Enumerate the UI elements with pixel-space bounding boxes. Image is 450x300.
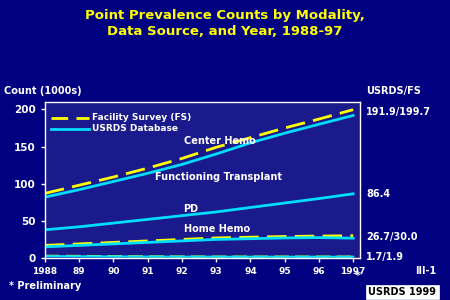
Text: *: * [355,272,361,281]
Text: USRDS/FS: USRDS/FS [366,86,421,96]
Text: 191.9/199.7: 191.9/199.7 [366,107,431,117]
Text: 26.7/30.0: 26.7/30.0 [366,232,418,242]
Text: 86.4: 86.4 [366,189,391,199]
Text: III-1: III-1 [415,266,436,276]
Text: PD: PD [184,204,199,214]
Text: USRDS Database: USRDS Database [92,124,178,133]
Text: 1.7/1.9: 1.7/1.9 [366,252,404,262]
Text: Facility Survey (FS): Facility Survey (FS) [92,113,192,122]
Text: Center Hemo: Center Hemo [184,136,255,146]
Text: Home Hemo: Home Hemo [184,224,250,234]
Text: USRDS 1999: USRDS 1999 [369,287,436,297]
Text: Point Prevalence Counts by Modality,
Data Source, and Year, 1988-97: Point Prevalence Counts by Modality, Dat… [85,9,365,38]
Text: * Preliminary: * Preliminary [9,281,81,291]
Text: Count (1000s): Count (1000s) [4,86,82,96]
Text: Functioning Transplant: Functioning Transplant [155,172,282,182]
